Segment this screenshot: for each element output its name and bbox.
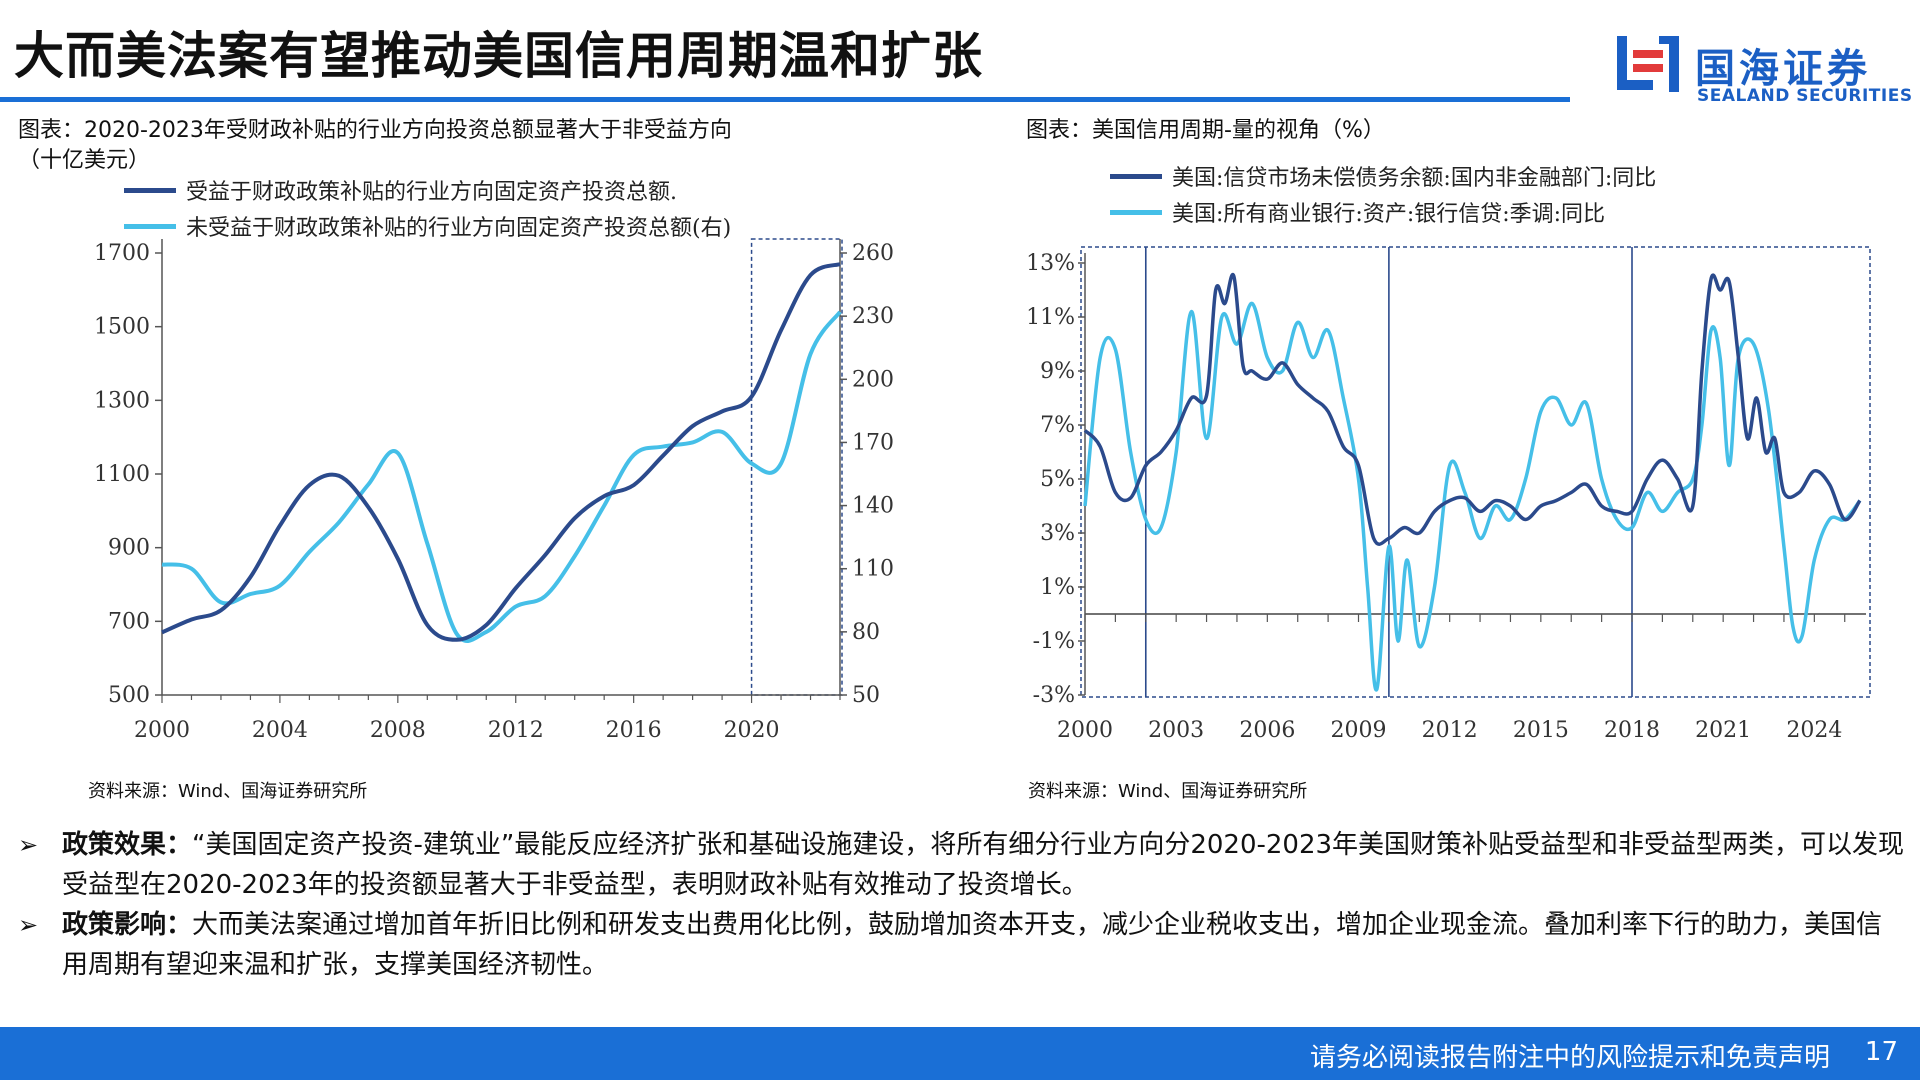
x-tick-label: 2020 bbox=[724, 718, 780, 743]
series-unsubsidized-line bbox=[161, 310, 842, 643]
x-tick-label: 2012 bbox=[488, 718, 544, 743]
y-left-tick-label: 1300 bbox=[94, 388, 150, 413]
legend-label: 美国:信贷市场未偿债务余额:国内非金融部门:同比 bbox=[1172, 166, 1657, 191]
page-title: 大而美法案有望推动美国信用周期温和扩张 bbox=[14, 27, 983, 85]
logo-chinese-name: 国海证券 bbox=[1695, 46, 1871, 92]
legend-item: 美国:信贷市场未偿债务余额:国内非金融部门:同比 bbox=[1110, 158, 1656, 194]
series-bank-credit-line bbox=[1083, 301, 1862, 692]
x-tick-label: 2012 bbox=[1422, 718, 1478, 743]
header-divider bbox=[0, 97, 1570, 102]
x-tick-label: 2015 bbox=[1513, 718, 1569, 743]
y-right-tick-label: 200 bbox=[852, 367, 894, 392]
company-logo: 国海证券 SEALAND SECURITIES bbox=[1615, 30, 1915, 110]
y-right-tick-label: 260 bbox=[852, 241, 894, 266]
legend-label: 美国:所有商业银行:资产:银行信贷:季调:同比 bbox=[1172, 202, 1606, 227]
cycle-box bbox=[1080, 246, 1871, 698]
y-right-tick-label: 80 bbox=[852, 620, 880, 645]
highlight-box bbox=[750, 238, 843, 696]
legend-item: 未受益于财政政策补贴的行业方向固定资产投资总额(右) bbox=[124, 208, 731, 244]
legend-item: 美国:所有商业银行:资产:银行信贷:季调:同比 bbox=[1110, 194, 1656, 230]
bullet-text: 大而美法案通过增加首年折旧比例和研发支出费用化比例，鼓励增加资本开支，减少企业税… bbox=[62, 910, 1883, 980]
legend-swatch bbox=[1110, 209, 1162, 215]
y-tick-label: 3% bbox=[1040, 521, 1075, 546]
x-tick-label: 2004 bbox=[252, 718, 308, 743]
series-subsidized-line bbox=[161, 262, 841, 642]
x-tick-label: 2008 bbox=[370, 718, 426, 743]
x-tick-label: 2021 bbox=[1695, 718, 1751, 743]
bullet-label: 政策效果： bbox=[62, 830, 193, 860]
bullet-text: “美国固定资产投资-建筑业”最能反应经济扩张和基础设施建设，将所有细分行业方向分… bbox=[62, 830, 1905, 900]
y-right-tick-label: 230 bbox=[852, 304, 894, 329]
series-nonfinancial-debt-line bbox=[1083, 272, 1862, 546]
y-tick-label: 13% bbox=[1026, 251, 1075, 276]
y-tick-label: 9% bbox=[1040, 359, 1075, 384]
right-chart-caption: 图表：美国信用周期-量的视角（%） bbox=[1026, 118, 1385, 143]
footer-bar: 请务必阅读报告附注中的风险提示和免责声明 17 bbox=[0, 1027, 1920, 1080]
legend-label: 受益于财政政策补贴的行业方向固定资产投资总额. bbox=[186, 180, 677, 205]
y-left-tick-label: 1500 bbox=[94, 315, 150, 340]
legend-swatch bbox=[124, 187, 176, 193]
x-tick-label: 2024 bbox=[1786, 718, 1842, 743]
x-tick-label: 2016 bbox=[606, 718, 662, 743]
logo-english-name: SEALAND SECURITIES bbox=[1697, 86, 1913, 106]
left-chart-caption: 图表：2020-2023年受财政补贴的行业方向投资总额显著大于非受益方向 bbox=[18, 118, 732, 143]
y-tick-label: -3% bbox=[1033, 683, 1075, 708]
x-tick-label: 2003 bbox=[1148, 718, 1204, 743]
legend-label: 未受益于财政政策补贴的行业方向固定资产投资总额(右) bbox=[186, 216, 732, 241]
logo-mark-icon bbox=[1617, 36, 1679, 92]
legend-swatch bbox=[1110, 173, 1162, 179]
bullet-item: ➢ 政策影响：大而美法案通过增加首年折旧比例和研发支出费用化比例，鼓励增加资本开… bbox=[18, 905, 1908, 985]
y-right-tick-label: 110 bbox=[852, 557, 894, 582]
left-line-chart: 500 700 900 1100 1300 1500 1700 50 80 110 140 170 20… bbox=[94, 238, 894, 743]
bullet-list: ➢ 政策效果：“美国固定资产投资-建筑业”最能反应经济扩张和基础设施建设，将所有… bbox=[18, 825, 1908, 985]
right-line-chart: -3% -1% 1% 3% 5% 7% 9% 11% 13% 2000 2003 2006 2009 20… bbox=[1026, 246, 1871, 743]
bullet-item: ➢ 政策效果：“美国固定资产投资-建筑业”最能反应经济扩张和基础设施建设，将所有… bbox=[18, 825, 1908, 905]
x-tick-label: 2000 bbox=[1057, 718, 1113, 743]
y-right-tick-label: 170 bbox=[852, 430, 894, 455]
x-tick-label: 2018 bbox=[1604, 718, 1660, 743]
y-left-tick-label: 1700 bbox=[94, 241, 150, 266]
y-tick-label: 5% bbox=[1040, 467, 1075, 492]
bullet-label: 政策影响： bbox=[62, 910, 193, 940]
y-left-tick-label: 1100 bbox=[94, 462, 150, 487]
x-tick-label: 2006 bbox=[1239, 718, 1295, 743]
y-tick-label: 1% bbox=[1040, 575, 1075, 600]
x-tick-label: 2000 bbox=[134, 718, 190, 743]
arrow-bullet-icon: ➢ bbox=[18, 911, 39, 939]
y-tick-label: 11% bbox=[1026, 305, 1075, 330]
y-right-tick-label: 50 bbox=[852, 683, 880, 708]
y-tick-label: 7% bbox=[1040, 413, 1075, 438]
x-tick-label: 2009 bbox=[1331, 718, 1387, 743]
y-tick-label: -1% bbox=[1033, 629, 1075, 654]
legend-item: 受益于财政政策补贴的行业方向固定资产投资总额. bbox=[124, 172, 731, 208]
left-chart-source: 资料来源：Wind、国海证券研究所 bbox=[88, 781, 368, 802]
right-chart-legend: 美国:信贷市场未偿债务余额:国内非金融部门:同比 美国:所有商业银行:资产:银行… bbox=[1110, 158, 1656, 230]
y-left-tick-label: 500 bbox=[108, 683, 150, 708]
y-left-tick-label: 900 bbox=[108, 536, 150, 561]
arrow-bullet-icon: ➢ bbox=[18, 831, 39, 859]
y-right-tick-label: 140 bbox=[852, 494, 894, 519]
left-chart-caption-unit: （十亿美元） bbox=[18, 148, 151, 173]
left-chart-legend: 受益于财政政策补贴的行业方向固定资产投资总额. 未受益于财政政策补贴的行业方向固… bbox=[124, 172, 731, 244]
legend-swatch bbox=[124, 223, 176, 229]
right-chart-source: 资料来源：Wind、国海证券研究所 bbox=[1028, 781, 1308, 802]
y-left-tick-label: 700 bbox=[108, 609, 150, 634]
footer-disclaimer: 请务必阅读报告附注中的风险提示和免责声明 bbox=[1309, 1043, 1830, 1073]
page-number: 17 bbox=[1864, 1037, 1898, 1067]
